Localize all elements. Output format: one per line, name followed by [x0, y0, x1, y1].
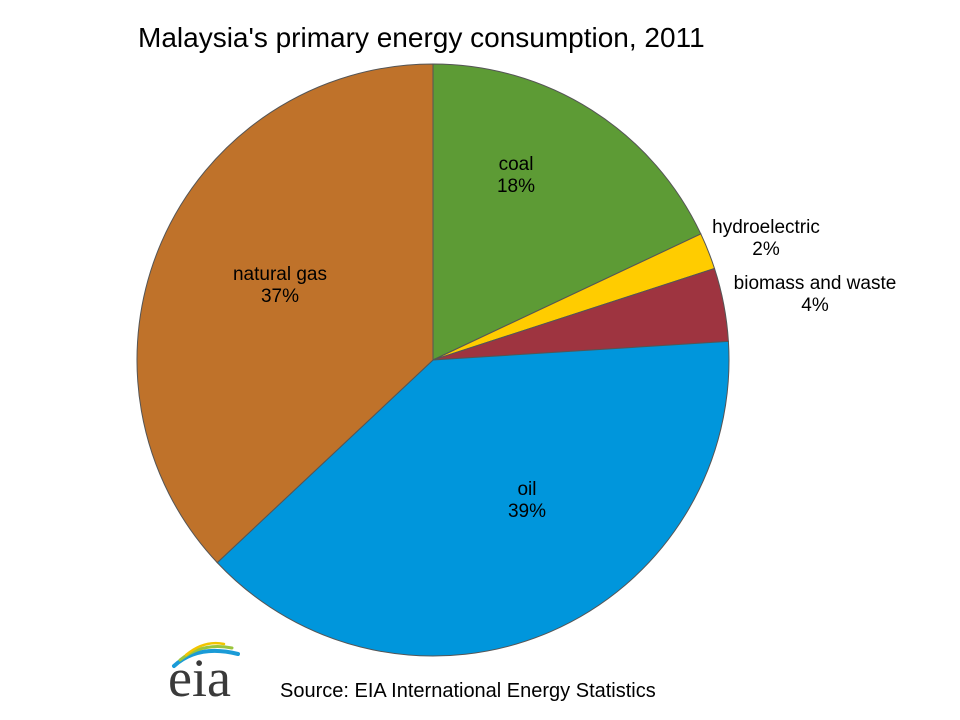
slice-label-biomass-and-waste: biomass and waste — [734, 273, 897, 294]
source-note: Source: EIA International Energy Statist… — [280, 680, 656, 702]
slice-value-oil: 39% — [508, 501, 546, 522]
slice-label-oil: oil — [517, 479, 536, 500]
slice-label-coal: coal — [499, 154, 534, 175]
slice-label-natural-gas: natural gas — [233, 264, 327, 285]
eia-logo-swoosh-icon — [172, 641, 240, 668]
pie-slice-oil — [216, 340, 730, 657]
slice-value-hydroelectric: 2% — [752, 239, 780, 260]
chart-title: Malaysia's primary energy consumption, 2… — [138, 22, 705, 53]
slice-value-biomass-and-waste: 4% — [801, 295, 829, 316]
slice-value-natural-gas: 37% — [261, 286, 299, 307]
slice-label-hydroelectric: hydroelectric — [712, 217, 820, 238]
pie-slice-coal — [432, 63, 702, 361]
slice-value-coal: 18% — [497, 176, 535, 197]
pie-slice-natural-gas — [136, 63, 434, 564]
eia-logo: eia — [168, 648, 231, 708]
